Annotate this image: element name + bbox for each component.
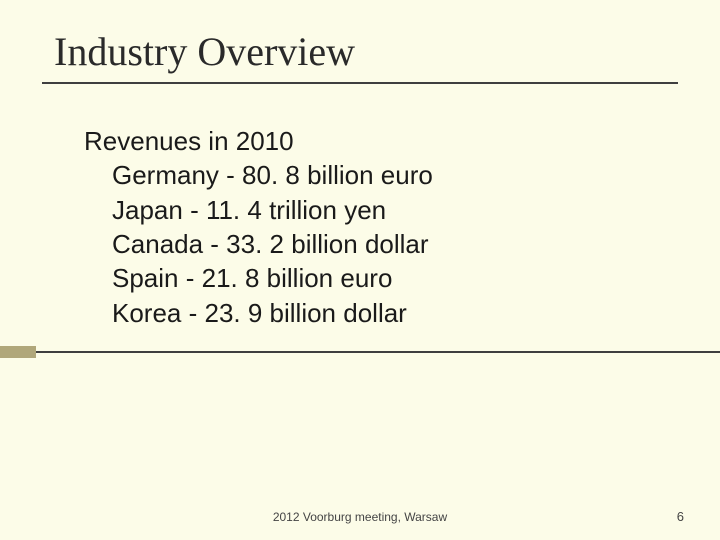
content-block: Revenues in 2010 Germany - 80. 8 billion… (84, 124, 433, 330)
slide: Industry Overview Revenues in 2010 Germa… (0, 0, 720, 540)
page-number: 6 (677, 509, 684, 524)
list-item: Canada - 33. 2 billion dollar (112, 227, 433, 261)
slide-title: Industry Overview (54, 28, 355, 75)
title-underline (42, 82, 678, 84)
list-item: Korea - 23. 9 billion dollar (112, 296, 433, 330)
list-item: Germany - 80. 8 billion euro (112, 158, 433, 192)
bottom-line (36, 351, 720, 353)
list-item: Spain - 21. 8 billion euro (112, 261, 433, 295)
accent-bar (0, 346, 36, 358)
list-item: Japan - 11. 4 trillion yen (112, 193, 433, 227)
footer-text: 2012 Voorburg meeting, Warsaw (0, 510, 720, 524)
content-heading: Revenues in 2010 (84, 124, 433, 158)
